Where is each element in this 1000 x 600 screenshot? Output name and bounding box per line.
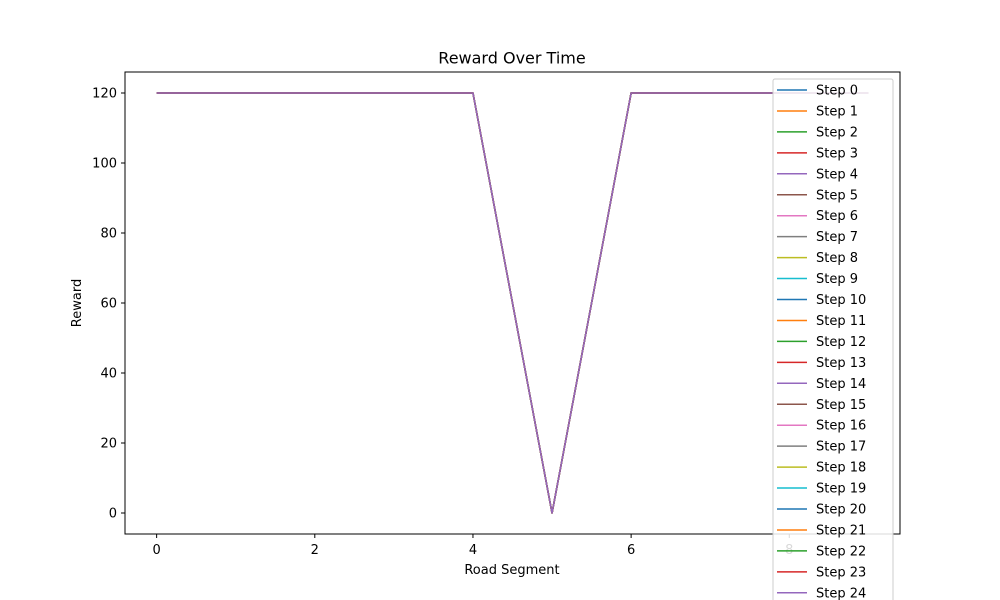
legend: Step 0 Step 1 Step 2 Step 3 Step 4 Step 5 Step…: [772, 78, 894, 600]
legend-label-step-10: Step 10: [816, 293, 866, 308]
x-axis-label: Road Segment: [464, 563, 559, 578]
x-tick-label: 6: [627, 543, 635, 558]
x-tick-label: 0: [152, 543, 160, 558]
legend-label-step-7: Step 7: [816, 230, 858, 245]
legend-label-step-19: Step 19: [816, 482, 866, 497]
series-line-step-24: [156, 92, 869, 514]
legend-label-step-21: Step 21: [816, 523, 866, 538]
legend-label-step-22: Step 22: [816, 544, 866, 559]
legend-label-step-13: Step 13: [816, 356, 866, 371]
legend-label-step-0: Step 0: [816, 84, 858, 99]
legend-label-step-8: Step 8: [816, 251, 858, 266]
y-tick-label: 120: [92, 87, 117, 102]
y-tick-label: 100: [92, 157, 117, 172]
legend-label-step-4: Step 4: [816, 167, 858, 182]
y-tick-label: 0: [109, 507, 117, 522]
legend-label-step-2: Step 2: [816, 125, 858, 140]
legend-label-step-20: Step 20: [816, 503, 866, 518]
legend-label-step-23: Step 23: [816, 565, 866, 580]
legend-label-step-15: Step 15: [816, 398, 866, 413]
legend-label-step-9: Step 9: [816, 272, 858, 287]
legend-label-step-16: Step 16: [816, 419, 866, 434]
y-tick-label: 20: [100, 437, 117, 452]
y-tick-label: 40: [100, 367, 117, 382]
legend-label-step-12: Step 12: [816, 335, 866, 350]
chart-title: Reward Over Time: [438, 49, 585, 68]
legend-label-step-5: Step 5: [816, 188, 858, 203]
plot-lines: [156, 92, 869, 514]
y-axis: 0 20 40 60 80 100 120: [92, 87, 125, 522]
legend-label-step-18: Step 18: [816, 461, 866, 476]
x-tick-label: 2: [311, 543, 319, 558]
legend-label-step-6: Step 6: [816, 209, 858, 224]
y-tick-label: 80: [100, 227, 117, 242]
legend-label-step-24: Step 24: [816, 586, 866, 600]
legend-frame: [772, 78, 894, 600]
y-axis-label: Reward: [70, 279, 85, 327]
legend-label-step-1: Step 1: [816, 104, 858, 119]
legend-label-step-3: Step 3: [816, 146, 858, 161]
y-tick-label: 60: [100, 297, 117, 312]
legend-label-step-14: Step 14: [816, 377, 866, 392]
legend-label-step-11: Step 11: [816, 314, 866, 329]
x-tick-label: 4: [469, 543, 477, 558]
legend-label-step-17: Step 17: [816, 440, 866, 455]
